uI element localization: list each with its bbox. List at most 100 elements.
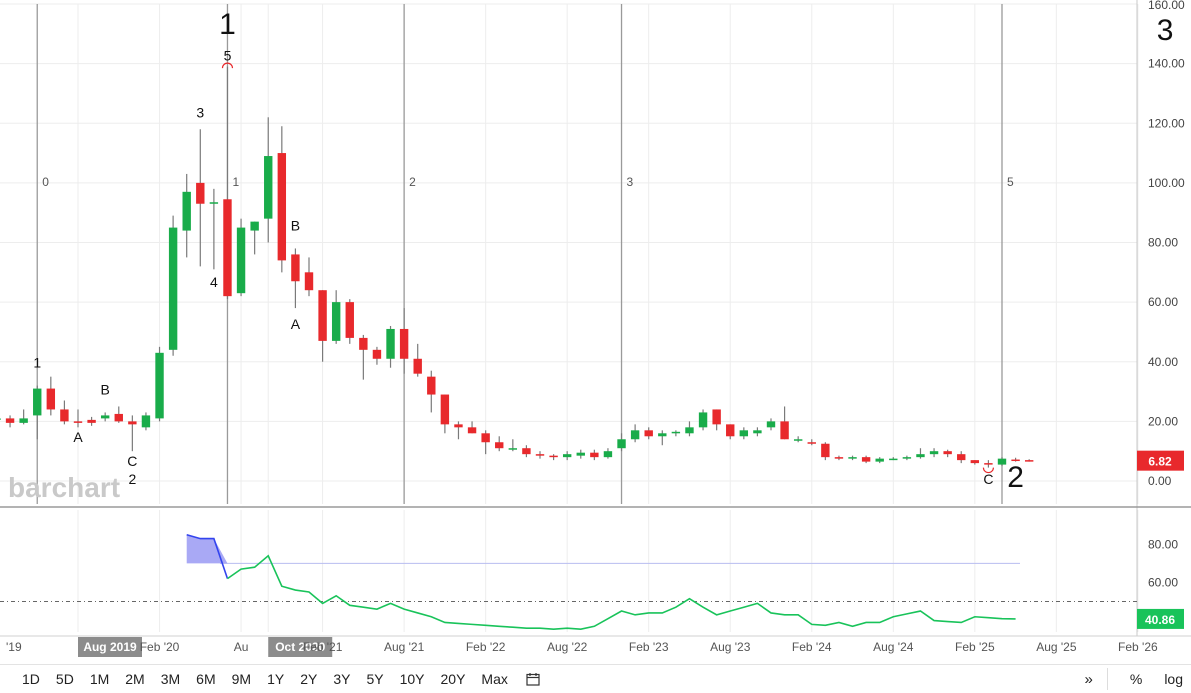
candle: [413, 343, 422, 377]
range-button-10y[interactable]: 10Y: [399, 671, 425, 687]
candle-body: [46, 388, 56, 410]
candle-body: [576, 452, 585, 456]
candle: [698, 409, 708, 431]
range-button-5y[interactable]: 5Y: [366, 671, 384, 687]
range-button-20y[interactable]: 20Y: [440, 671, 466, 687]
candle: [929, 448, 939, 458]
percent-toggle[interactable]: %: [1129, 671, 1143, 687]
y-tick-label: 20.00: [1148, 414, 1178, 428]
x-tick-label: Aug '24: [873, 640, 914, 654]
candle-body: [182, 191, 191, 231]
x-tick-label: Aug '21: [384, 640, 425, 654]
candle-body: [739, 430, 749, 437]
candle: [19, 409, 28, 425]
candle-body: [698, 412, 708, 428]
candle: [182, 173, 191, 258]
candle-body: [87, 419, 96, 423]
candle-body: [209, 202, 219, 204]
candle-body: [345, 302, 354, 338]
wave-label: 3: [1157, 14, 1174, 47]
indicator-value-label: 40.86: [1145, 613, 1175, 627]
wave-label: 1: [33, 355, 41, 371]
indicator-tick-label: 80.00: [1148, 537, 1178, 551]
candle-body: [128, 421, 137, 425]
wave-line-label: 0: [42, 175, 49, 189]
range-button-1y[interactable]: 1Y: [267, 671, 285, 687]
range-button-9m[interactable]: 9M: [231, 671, 252, 687]
range-button-2m[interactable]: 2M: [125, 671, 145, 687]
candle-body: [685, 427, 694, 434]
candle: [997, 457, 1007, 467]
candle: [957, 451, 966, 464]
x-tick-label: Aug 2019: [83, 640, 137, 654]
candle-body: [984, 463, 993, 465]
candle: [753, 427, 762, 437]
range-button-3y[interactable]: 3Y: [333, 671, 351, 687]
candle: [522, 445, 531, 458]
candle-body: [562, 454, 572, 458]
x-label-highlight: [78, 637, 142, 657]
overbought-fill: [186, 534, 228, 564]
candle-body: [522, 448, 531, 455]
calendar-icon[interactable]: [526, 672, 540, 686]
candles: [0, 66, 1034, 468]
wave-label: 3: [196, 104, 204, 120]
log-toggle[interactable]: log: [1164, 671, 1183, 687]
y-tick-label: 60.00: [1148, 295, 1178, 309]
candle-body: [780, 421, 789, 440]
candle-body: [495, 442, 504, 449]
candle-body: [168, 227, 178, 350]
candle-body: [304, 272, 314, 291]
candle: [984, 460, 993, 468]
candle-body: [19, 418, 28, 423]
candle: [739, 427, 749, 440]
candle-body: [196, 182, 205, 204]
candle: [236, 218, 246, 297]
y-tick-label: 140.00: [1148, 57, 1185, 71]
candle: [223, 66, 232, 300]
candle: [100, 412, 110, 422]
wave-label: 4: [210, 274, 218, 290]
collapse-chevron-icon[interactable]: »: [1084, 670, 1093, 688]
candle: [807, 439, 816, 446]
candle-body: [318, 290, 327, 341]
candle-body: [549, 455, 558, 458]
range-button-max[interactable]: Max: [481, 671, 508, 687]
candle-body: [5, 418, 15, 423]
range-button-6m[interactable]: 6M: [196, 671, 216, 687]
candle-body: [766, 421, 776, 428]
candle: [209, 188, 219, 270]
range-button-1d[interactable]: 1D: [22, 671, 40, 687]
candle: [141, 412, 151, 431]
y-tick-label: 0.00: [1148, 474, 1172, 488]
candle-body: [590, 452, 599, 458]
y-axis[interactable]: 0.0020.0040.0060.0080.00100.00120.00140.…: [0, 0, 1191, 637]
candle: [454, 421, 463, 440]
candle: [793, 436, 803, 443]
candle: [495, 436, 504, 452]
candle-body: [33, 388, 42, 416]
x-tick-label: Feb '25: [955, 640, 995, 654]
range-button-5d[interactable]: 5D: [55, 671, 74, 687]
range-button-2y[interactable]: 2Y: [300, 671, 318, 687]
candle: [331, 290, 341, 344]
candle: [1024, 459, 1034, 462]
indicator-badge: [1137, 608, 1184, 629]
candle: [671, 430, 681, 437]
candle-body: [440, 394, 450, 425]
candle-body: [413, 358, 422, 374]
range-button-1m[interactable]: 1M: [89, 671, 110, 687]
x-tick-label: Feb '20: [140, 640, 180, 654]
candle: [535, 451, 545, 459]
candle: [889, 457, 898, 461]
candle-body: [291, 254, 300, 282]
range-button-3m[interactable]: 3M: [160, 671, 181, 687]
candle: [658, 430, 667, 446]
candle: [277, 126, 287, 273]
candle: [114, 406, 123, 423]
wave-line-label: 5: [1007, 175, 1014, 189]
x-tick-label: Oct 2020: [275, 640, 325, 654]
